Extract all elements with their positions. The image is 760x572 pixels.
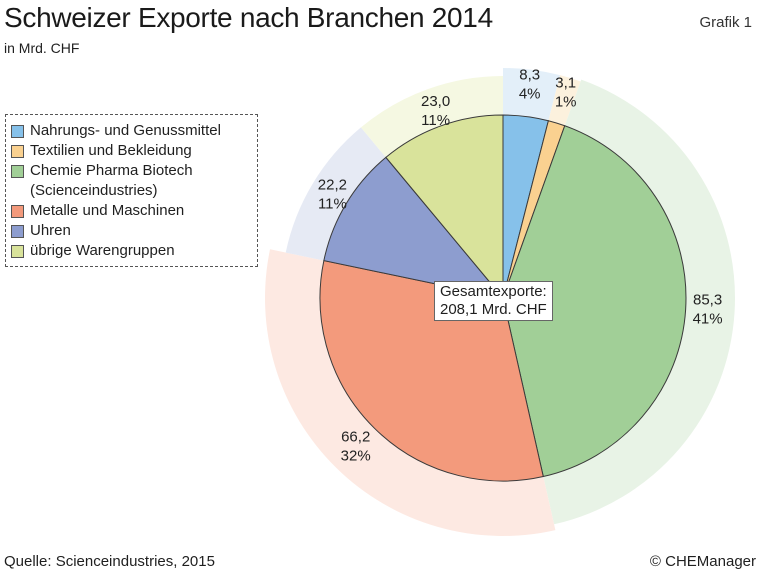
value-label: 66,2 [341,429,370,446]
percent-label: 41% [693,311,723,328]
chart-subtitle: in Mrd. CHF [4,40,80,56]
legend-swatch [11,165,24,178]
legend-label: Nahrungs- und Genussmittel [30,122,221,139]
pie-slice-group [319,114,687,482]
pie-slice [385,114,504,300]
legend-swatch [11,125,24,138]
legend-swatch [11,205,24,218]
legend-swatch [11,145,24,158]
legend-swatch [11,245,24,258]
total-label: Gesamtexporte: [440,283,547,300]
legend-label: Chemie Pharma Biotech (Scienceindustries… [30,162,193,199]
legend-item: Chemie Pharma Biotech (Scienceindustries… [11,161,257,201]
legend-item: Nahrungs- und Genussmittel [11,121,257,141]
value-label: 85,3 [693,292,722,309]
legend-item: Metalle und Maschinen [11,201,257,221]
value-label: 23,0 [421,93,450,110]
data-label-group: 8,3 4% 3,1 1% 85,3 41% 66,2 32% 22,2 11% 23,0 11% [318,67,723,465]
legend: Nahrungs- und Genussmittel Textilien und … [5,114,258,267]
legend-swatch [11,225,24,238]
pie-slice [502,125,687,478]
value-label: 8,3 [519,67,540,84]
percent-label: 11% [421,112,450,129]
legend-item: Uhren [11,221,257,241]
copyright-note: © CHEManager [649,553,756,570]
percent-label: 32% [341,448,371,465]
percent-label: 1% [555,93,577,110]
pie-slice [323,156,505,299]
source-note: Quelle: Scienceindustries, 2015 [4,553,215,570]
legend-label: Metalle und Maschinen [30,202,185,219]
total-exports-box: Gesamtexporte: 208,1 Mrd. CHF [434,281,553,321]
legend-item: übrige Warengruppen [11,241,257,261]
value-label: 3,1 [555,74,576,91]
value-label: 22,2 [318,177,347,194]
total-value: 208,1 Mrd. CHF [440,301,547,318]
figure-number: Grafik 1 [699,14,752,31]
legend-item: Textilien und Bekleidung [11,141,257,161]
percent-label: 4% [519,86,541,103]
legend-label: Uhren [30,222,71,239]
legend-label: Textilien und Bekleidung [30,142,192,159]
chart-title: Schweizer Exporte nach Branchen 2014 [4,2,493,33]
legend-label: übrige Warengruppen [30,242,175,259]
percent-label: 11% [318,196,347,213]
